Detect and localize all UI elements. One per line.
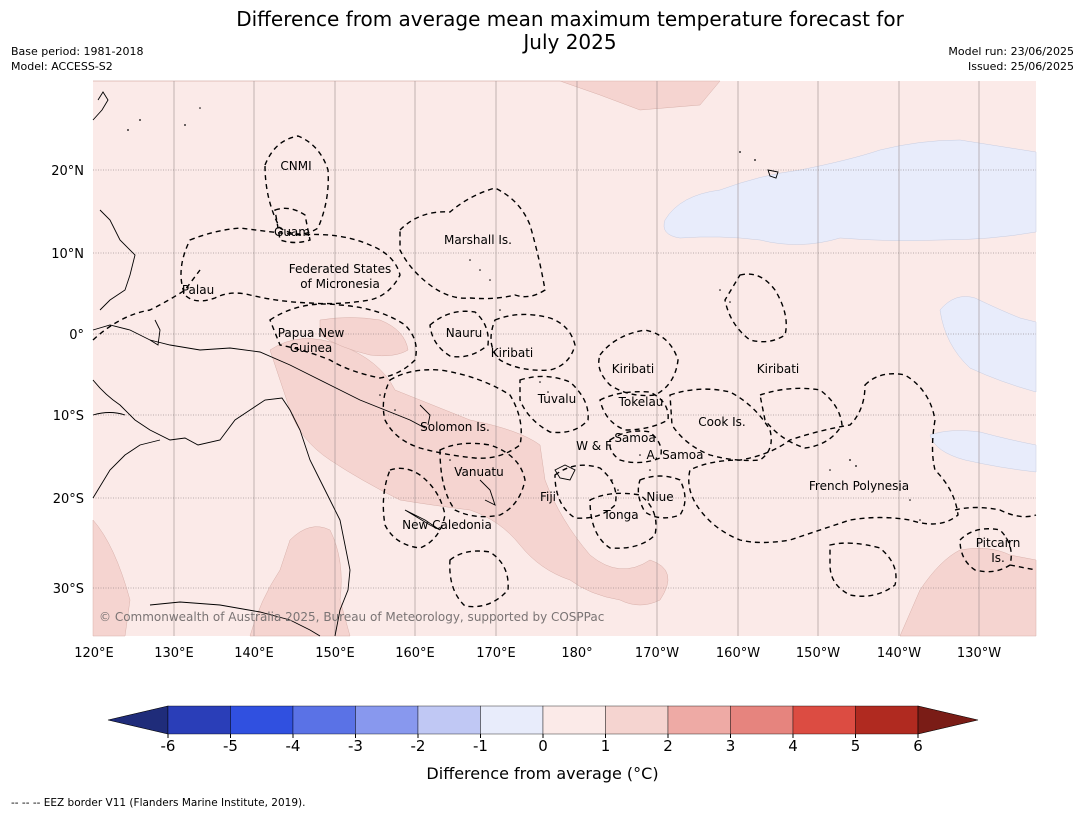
latitude-gridlines — [93, 169, 1036, 589]
lon-label: 150°W — [796, 646, 840, 661]
colorbar-segment — [792, 705, 856, 735]
cool-anomaly-regions — [663, 139, 1037, 473]
lon-label: 140°E — [234, 646, 274, 661]
label-samoa: Samoa — [614, 431, 655, 445]
lon-label: 170°E — [476, 646, 516, 661]
lon-label: 140°W — [877, 646, 921, 661]
copyright-text: © Commonwealth of Australia 2025, Bureau… — [99, 610, 604, 624]
colorbar-tick-label: 4 — [788, 737, 798, 755]
label-cook-islands: Cook Is. — [698, 415, 745, 429]
lat-label: 30°S — [53, 582, 84, 597]
lon-label: 120°E — [74, 646, 114, 661]
label-kiribati-west: Kiribati — [491, 346, 533, 360]
lon-label: 180° — [561, 646, 592, 661]
colorbar-tick-label: -2 — [411, 737, 426, 755]
colorbar-label: Difference from average (°C) — [426, 764, 659, 783]
colorbar-tick-label: -1 — [473, 737, 488, 755]
colorbar-tick-label: 1 — [601, 737, 611, 755]
label-nauru: Nauru — [446, 326, 482, 340]
label-wallis-futuna: W & F — [576, 439, 612, 453]
label-fiji: Fiji — [540, 490, 556, 504]
map-title: Difference from average mean maximum tem… — [170, 8, 970, 54]
small-islands — [127, 107, 921, 521]
colorbar-extend-low — [107, 705, 169, 735]
label-cnmi: CNMI — [280, 159, 311, 173]
label-marshall: Marshall Is. — [444, 233, 512, 247]
label-fsm-2: of Micronesia — [300, 277, 380, 291]
label-pitcairn-1: Pitcairn — [976, 536, 1021, 550]
colorbar-segment — [167, 705, 231, 735]
colorbar-tick-label: 3 — [726, 737, 736, 755]
colorbar-tick-label: -4 — [286, 737, 301, 755]
label-guam: Guam — [274, 225, 310, 239]
colorbar-tick-label: -5 — [223, 737, 238, 755]
colorbar-tick-label: 6 — [913, 737, 923, 755]
coastlines — [92, 91, 779, 637]
latitude-labels: 20°N 10°N 0° 10°S 20°S 30°S — [51, 164, 84, 597]
label-palau: Palau — [182, 283, 214, 297]
lat-label: 20°S — [53, 492, 84, 507]
label-kiribati-east: Kiribati — [757, 362, 799, 376]
label-french-polynesia: French Polynesia — [809, 479, 909, 493]
colorbar-segment — [855, 705, 919, 735]
longitude-gridlines — [173, 81, 980, 636]
title-line-1: Difference from average mean maximum tem… — [236, 7, 904, 31]
colorbar-segment — [730, 705, 794, 735]
label-png-2: Guinea — [290, 341, 333, 355]
label-niue: Niue — [646, 490, 673, 504]
lon-label: 170°W — [635, 646, 679, 661]
label-vanuatu: Vanuatu — [454, 465, 504, 479]
model-name: Model: ACCESS-S2 — [11, 60, 113, 73]
lon-label: 130°W — [957, 646, 1001, 661]
colorbar: -6 -5 -4 -3 -2 -1 0 1 2 3 4 5 6 — [107, 705, 979, 755]
colorbar-extend-high — [917, 705, 979, 735]
label-png-1: Papua New — [278, 326, 345, 340]
colorbar-tick-label: -3 — [348, 737, 363, 755]
meta-right: Model run: 23/06/2025 Issued: 25/06/2025 — [948, 44, 1074, 74]
colorbar-segment — [355, 705, 419, 735]
colorbar-tick-label: 0 — [538, 737, 548, 755]
colorbar-segment — [417, 705, 481, 735]
colorbar-segment — [542, 705, 606, 735]
label-american-samoa: A. Samoa — [647, 448, 704, 462]
colorbar-segment — [605, 705, 669, 735]
colorbar-segment — [230, 705, 294, 735]
colorbar-segment — [667, 705, 731, 735]
label-tonga: Tonga — [602, 508, 638, 522]
title-line-2: July 2025 — [523, 30, 617, 54]
lon-label: 160°W — [716, 646, 760, 661]
lat-label: 10°S — [53, 409, 84, 424]
eez-footnote: -- -- -- EEZ border V11 (Flanders Marine… — [11, 797, 306, 809]
region-labels: CNMI Guam Marshall Is. Federated States … — [182, 159, 1020, 565]
meta-left: Base period: 1981-2018 Model: ACCESS-S2 — [11, 44, 143, 74]
label-pitcairn-2: Is. — [991, 551, 1005, 565]
colorbar-tick-label: 5 — [851, 737, 861, 755]
colorbar-tick-label: 2 — [663, 737, 673, 755]
longitude-labels: 120°E 130°E 140°E 150°E 160°E 170°E 180°… — [74, 646, 1001, 661]
eez-borders — [92, 135, 1037, 608]
lat-label: 0° — [69, 328, 84, 343]
label-solomon: Solomon Is. — [420, 420, 490, 434]
label-tokelau: Tokelau — [618, 395, 664, 409]
label-new-caledonia: New Caledonia — [402, 518, 492, 532]
label-fsm-1: Federated States — [289, 262, 391, 276]
label-tuvalu: Tuvalu — [537, 392, 577, 406]
label-kiribati-central: Kiribati — [612, 362, 654, 376]
issued-date: Issued: 25/06/2025 — [967, 60, 1074, 73]
lat-label: 20°N — [51, 164, 84, 179]
colorbar-segment — [292, 705, 356, 735]
lat-label: 10°N — [51, 247, 84, 262]
lon-label: 130°E — [154, 646, 194, 661]
lon-label: 150°E — [315, 646, 355, 661]
model-run: Model run: 23/06/2025 — [948, 45, 1074, 58]
colorbar-tick-label: -6 — [161, 737, 176, 755]
colorbar-segment — [480, 705, 544, 735]
base-period: Base period: 1981-2018 — [11, 45, 144, 58]
lon-label: 160°E — [395, 646, 435, 661]
